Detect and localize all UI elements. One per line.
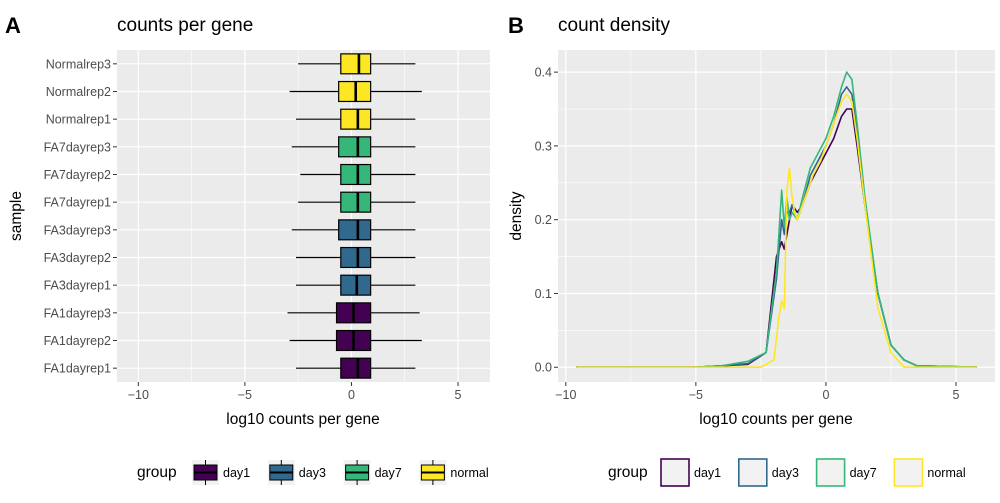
- legend-swatch: [893, 458, 924, 487]
- panel-b-ticks: 0.0 0.1 0.2 0.3 0.4 −10 −5 0 5: [535, 66, 960, 402]
- y-tick-label: FA1dayrep1: [44, 362, 111, 376]
- legend-label: day3: [299, 466, 326, 480]
- legend-swatch: [737, 458, 768, 487]
- y-tick-label: FA3dayrep2: [44, 251, 111, 265]
- y-tick-label: 0.1: [535, 287, 552, 301]
- box: [340, 357, 372, 379]
- legend-item-day3: day3: [267, 460, 326, 485]
- y-tick-label: 0.0: [535, 361, 552, 375]
- panel-a-x-axis-title: log10 counts per gene: [226, 411, 379, 428]
- box: [340, 246, 372, 269]
- y-tick-label: FA7dayrep3: [44, 140, 111, 154]
- legend-label: normal: [927, 466, 965, 480]
- boxplot-FA7dayrep2: [300, 163, 416, 186]
- legend-item-day7: day7: [815, 458, 877, 487]
- legend-label: day1: [223, 466, 250, 480]
- y-tick-label: Normalrep2: [46, 85, 111, 99]
- panel-a-y-axis-title: sample: [8, 191, 25, 241]
- box: [340, 191, 372, 213]
- panel-b-x-axis-title: log10 counts per gene: [699, 411, 852, 428]
- panel-b-letter: B: [508, 13, 524, 38]
- y-tick-label: FA7dayrep1: [44, 196, 111, 210]
- x-tick-label: 5: [455, 388, 462, 402]
- y-tick-label: Normalrep3: [46, 57, 111, 71]
- panel-b: B count density 0.0 0.1 0.2 0.3 0.4 −10 −5 0 5 l…: [508, 13, 995, 487]
- y-tick-label: FA1dayrep3: [44, 306, 111, 320]
- y-tick-label: 0.4: [535, 66, 552, 80]
- legend-item-normal: normal: [893, 458, 966, 487]
- x-tick-label: −10: [555, 388, 576, 402]
- boxplot-FA7dayrep1: [298, 191, 416, 213]
- y-tick-label: FA3dayrep1: [44, 279, 111, 293]
- legend-swatch: [815, 458, 846, 487]
- box: [338, 219, 372, 241]
- y-tick-label: FA1dayrep2: [44, 334, 111, 348]
- density-line-normal: [576, 93, 977, 369]
- box: [340, 53, 372, 75]
- legend-label: day3: [772, 466, 799, 480]
- x-tick-label: −5: [238, 388, 252, 402]
- panel-b-legend: group day1 day3 day7 normal: [608, 458, 966, 487]
- boxplot-Normalrep3: [298, 53, 416, 75]
- panel-a-legend: group day1 day3 day7 normal: [137, 460, 489, 485]
- panel-a-letter: A: [5, 13, 21, 38]
- y-tick-label: 0.2: [535, 213, 552, 227]
- boxplot-FA1dayrep1: [296, 357, 416, 379]
- boxplot-Normalrep2: [289, 80, 422, 103]
- x-tick-label: −10: [128, 388, 149, 402]
- panel-b-grid: [558, 50, 995, 382]
- panel-b-title: count density: [558, 15, 670, 36]
- panel-a-title: counts per gene: [117, 15, 253, 36]
- boxplot-FA7dayrep3: [291, 136, 416, 158]
- boxplot-FA3dayrep1: [296, 274, 416, 296]
- boxplot-FA1dayrep3: [287, 302, 420, 324]
- panel-a-plot-area: [117, 50, 490, 382]
- legend-label: day7: [850, 466, 877, 480]
- panel-b-legend-title: group: [608, 464, 648, 481]
- x-tick-label: 0: [348, 388, 355, 402]
- panel-a-ticks: Normalrep3 Normalrep2 Normalrep1 FA7dayrep3…: [44, 57, 462, 402]
- boxplot-Normalrep1: [296, 108, 416, 130]
- legend-label: normal: [450, 466, 488, 480]
- legend-item-day7: day7: [343, 460, 402, 485]
- legend-label: day1: [694, 466, 721, 480]
- box: [340, 163, 372, 186]
- x-tick-label: 0: [822, 388, 829, 402]
- box: [338, 136, 372, 158]
- box: [340, 108, 372, 130]
- legend-item-normal: normal: [419, 460, 489, 485]
- boxplot-FA1dayrep2: [289, 329, 422, 352]
- panel-b-y-axis-title: density: [508, 191, 525, 240]
- y-tick-label: Normalrep1: [46, 113, 111, 127]
- x-tick-label: −5: [689, 388, 703, 402]
- legend-swatch: [660, 458, 690, 487]
- boxplot-FA3dayrep2: [296, 246, 416, 269]
- legend-item-day1: day1: [192, 460, 250, 485]
- legend-item-day1: day1: [660, 458, 721, 487]
- boxplot-FA3dayrep3: [291, 219, 416, 241]
- panel-a: A counts per gene Normalrep3Normalrep2No…: [5, 13, 490, 485]
- y-tick-label: FA3dayrep3: [44, 223, 111, 237]
- panel-b-lines: [576, 71, 977, 369]
- y-tick-label: FA7dayrep2: [44, 168, 111, 182]
- y-tick-label: 0.3: [535, 139, 552, 153]
- density-line-day7: [576, 71, 977, 369]
- legend-item-day3: day3: [737, 458, 799, 487]
- legend-label: day7: [375, 466, 402, 480]
- panel-a-legend-title: group: [137, 464, 177, 481]
- panel-a-boxes: [287, 53, 422, 379]
- x-tick-label: 5: [953, 388, 960, 402]
